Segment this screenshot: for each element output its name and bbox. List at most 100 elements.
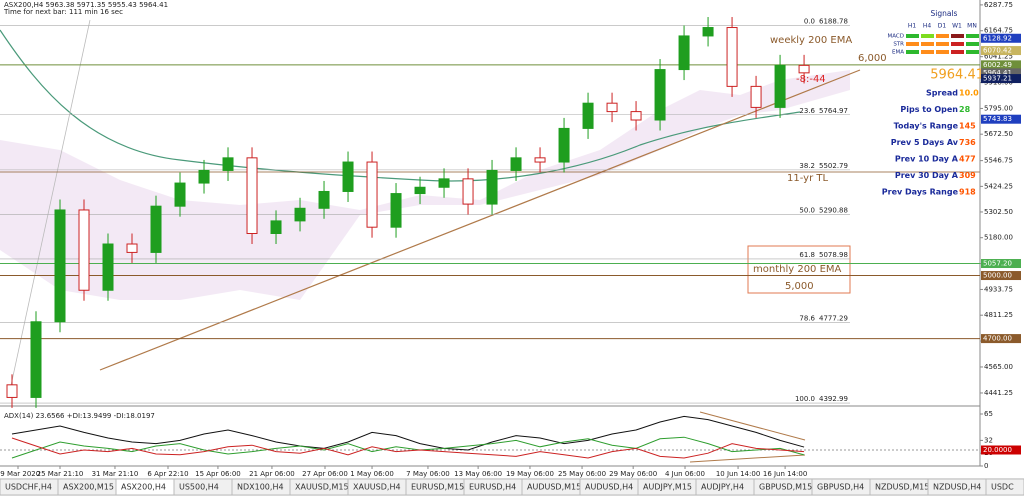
tab-label[interactable]: AUDUSD,H4 (585, 483, 633, 492)
tab-label[interactable]: NDX100,H4 (237, 483, 284, 492)
signal-column: MN (967, 23, 977, 30)
candle-body (606, 102, 618, 113)
stat-label: Prev 10 Day A (895, 155, 959, 164)
tab-label[interactable]: AUDJPY,M15 (643, 483, 692, 492)
tab-label[interactable]: AUDJPY,H4 (701, 483, 744, 492)
candle-body (366, 161, 378, 228)
tab-label[interactable]: GBPUSD,H4 (817, 483, 864, 492)
signal-row-label: MACD (888, 34, 905, 40)
tab-label[interactable]: NZDUSD,H4 (933, 483, 981, 492)
price-tag (981, 259, 1021, 269)
y-tick-label: 5795.00 (984, 104, 1013, 112)
signal-cell (951, 50, 964, 54)
signal-column: H4 (923, 23, 932, 30)
price-tag-label: 6070.42 (983, 47, 1012, 55)
stat-label: Pips to Open (900, 105, 958, 114)
stat-label: Spread (926, 89, 958, 98)
price-tag-label: 6002.49 (983, 61, 1012, 69)
trend-line-steep (9, 19, 91, 391)
y-tick-label: 5424.25 (984, 182, 1013, 190)
x-tick-label: 10 Jun 14:00 (716, 470, 760, 478)
tab-label[interactable]: USDC (991, 483, 1014, 492)
candle-body (486, 169, 498, 205)
signal-row-label: EMA (892, 50, 904, 56)
candle-body (246, 157, 258, 235)
fib-price-label: 6188.78 (819, 18, 848, 26)
price-tag (981, 74, 1021, 84)
y-tick-label: 5180.00 (984, 234, 1013, 242)
x-tick-label: 29 May 06:00 (609, 470, 657, 478)
signal-cell (951, 42, 964, 46)
x-tick-label: 21 Apr 06:00 (249, 470, 295, 478)
y-tick-label: 5672.50 (984, 130, 1013, 138)
indicator-title: ADX(14) 23.6566 +DI:13.9499 -DI:18.0197 (4, 412, 155, 420)
price-tag-label: 5937.21 (983, 75, 1012, 83)
indicator-line (11, 436, 805, 459)
signal-cell (921, 50, 934, 54)
candle-body (510, 157, 522, 171)
fib-level-label: 38.2 (799, 162, 815, 170)
stat-value: 736 (959, 138, 976, 147)
price-tag-label: 5964.41 (983, 69, 1012, 77)
candle-body (582, 102, 594, 129)
x-tick-label: 27 Apr 06:00 (302, 470, 348, 478)
x-tick-label: 16 Jun 14:00 (763, 470, 807, 478)
fib-level-label: 78.6 (799, 314, 815, 322)
signal-cell (936, 42, 949, 46)
signal-column: D1 (938, 23, 947, 30)
tab-label[interactable]: AUDUSD,M15 (527, 483, 581, 492)
stat-value: 477 (959, 155, 976, 164)
tab-label[interactable]: US500,H4 (179, 483, 219, 492)
candle-body (6, 384, 18, 398)
indicator-line (11, 437, 805, 459)
price-tag-label: 5743.83 (983, 115, 1012, 123)
trend-line (99, 69, 861, 371)
tab-label[interactable]: EURUSD,M15 (411, 483, 464, 492)
x-tick-label: 19 May 06:00 (506, 470, 554, 478)
price-tag (981, 60, 1021, 70)
candle-body (342, 161, 354, 192)
y-tick-label: 4933.75 (984, 285, 1013, 293)
ichimoku-cloud (0, 70, 850, 300)
candle-body (630, 111, 642, 121)
tab-label[interactable]: GBPUSD,M15 (759, 483, 812, 492)
tab-label[interactable]: XAUUSD,M15 (295, 483, 349, 492)
price-tag (981, 68, 1021, 78)
tab-label[interactable]: NZDUSD,M15 (875, 483, 929, 492)
price-tag-label: 5057.20 (983, 260, 1012, 268)
stat-value: 918 (959, 188, 976, 197)
tab-label[interactable]: ASX200,M15 (63, 483, 114, 492)
signal-cell (936, 34, 949, 38)
adx-trend-line (699, 411, 806, 441)
tab-label[interactable]: ASX200,H4 (121, 483, 166, 492)
annotation: weekly 200 EMA (770, 35, 852, 46)
fib-price-label: 5764.97 (819, 107, 848, 115)
candle-body (534, 157, 546, 163)
y-tick-label: 6164.75 (984, 27, 1013, 35)
ema-line (0, 29, 801, 182)
y-tick-label: 6041.25 (984, 53, 1013, 61)
signal-cell (951, 34, 964, 38)
candle-body (414, 186, 426, 195)
candle-body (30, 321, 42, 398)
tab-label[interactable]: EURUSD,H4 (469, 483, 516, 492)
tab[interactable] (985, 478, 1024, 496)
candle-body (222, 157, 234, 171)
current-price: 5964.41 (930, 68, 984, 83)
tab-label[interactable]: USDCHF,H4 (5, 483, 52, 492)
fib-price-label: 4777.29 (819, 314, 848, 322)
x-tick-label: 7 May 06:00 (406, 470, 450, 478)
stat-value: 145 (959, 122, 976, 131)
price-tag (981, 271, 1021, 281)
candle-body (678, 35, 690, 71)
signal-cell (906, 42, 919, 46)
price-tag (981, 114, 1021, 124)
x-tick-label: 6 Apr 22:10 (147, 470, 188, 478)
candle-body (54, 209, 66, 323)
signal-column: W1 (952, 23, 962, 30)
fib-price-label: 5290.88 (819, 206, 848, 214)
indicator-level-tag (981, 445, 1021, 455)
tab-label[interactable]: XAUUSD,H4 (353, 483, 401, 492)
